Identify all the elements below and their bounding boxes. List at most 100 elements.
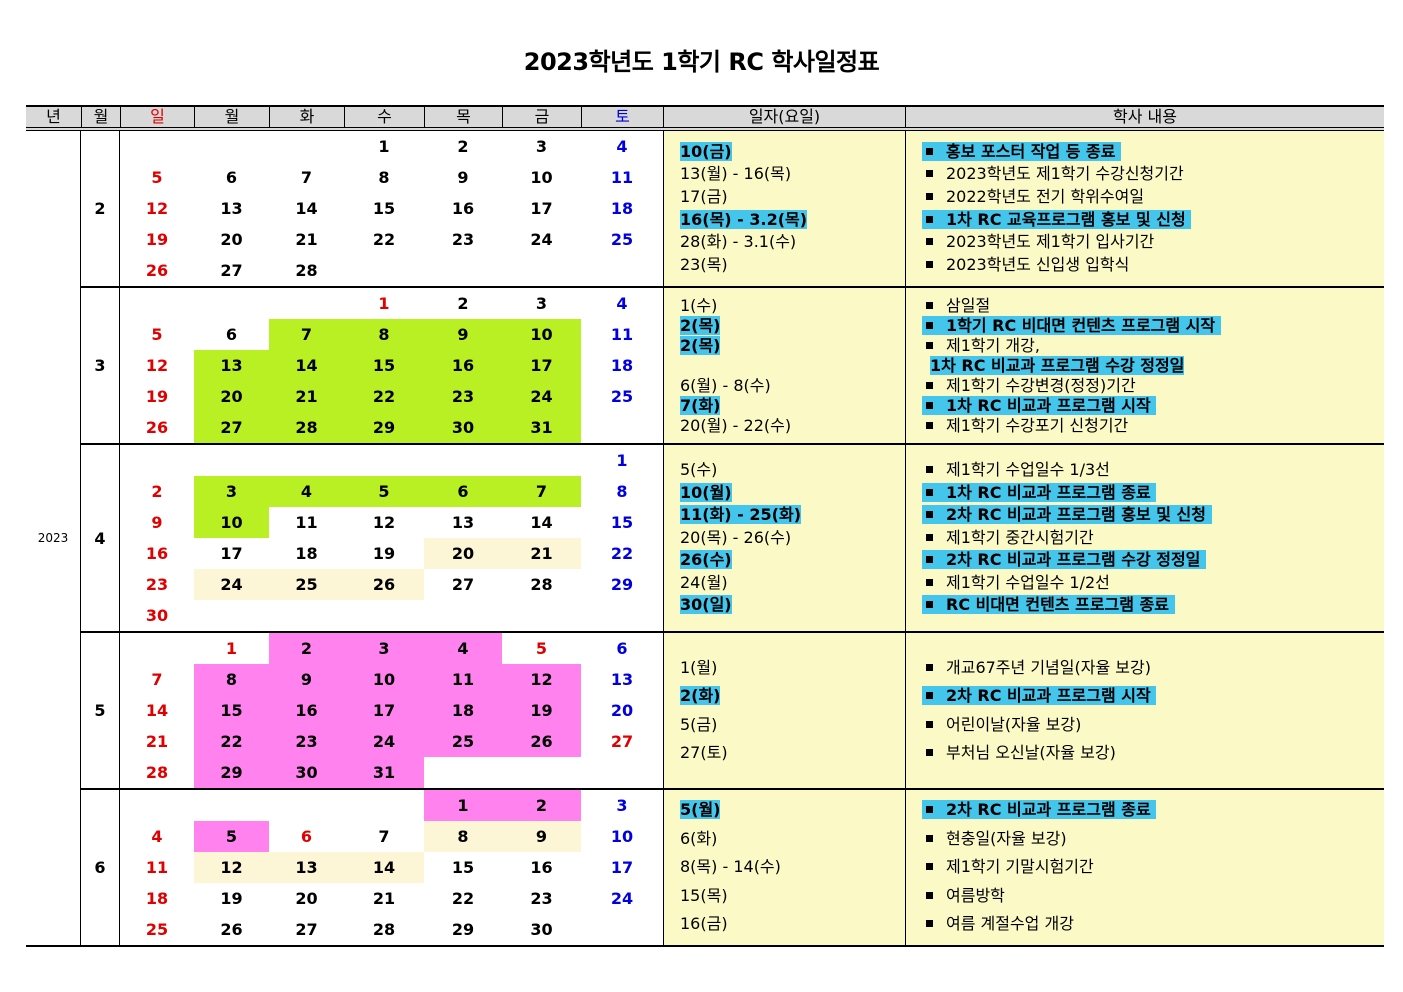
day-cell: 14 bbox=[344, 852, 424, 883]
week-row: 1 2 3 4 bbox=[120, 288, 663, 319]
day-cell: 24 bbox=[344, 726, 424, 757]
event-item: 1차 RC 비교과 프로그램 종료 bbox=[922, 482, 1157, 502]
event-item: 홍보 포스터 작업 등 종료 bbox=[922, 141, 1122, 161]
day-cell: 4 bbox=[269, 476, 344, 507]
event-text: 홍보 포스터 작업 등 종료 bbox=[946, 141, 1116, 161]
day-cell: 1 bbox=[378, 137, 390, 156]
bullet-icon bbox=[926, 488, 933, 496]
bullet-icon bbox=[926, 421, 933, 429]
month-number: 3 bbox=[81, 288, 120, 443]
week-row: 9 10 11 12 13 14 15 bbox=[120, 507, 663, 538]
month-block: 2 1 2 3 4 5 6 7 8 9 10 11 12 13 14 15 16 17 18 19 20 21 22 23 24… bbox=[81, 131, 1384, 288]
day-cell: 7 bbox=[502, 476, 581, 507]
day-cell: 7 bbox=[300, 168, 313, 187]
day-cell: 19 bbox=[145, 230, 169, 249]
event-text: 2023학년도 제1학기 수강신청기간 bbox=[946, 164, 1184, 184]
day-cell: 22 bbox=[610, 544, 634, 563]
day-cell: 5 bbox=[344, 476, 424, 507]
day-cell: 14 bbox=[295, 199, 318, 218]
day-cell: 28 bbox=[295, 261, 318, 280]
day-cell: 30 bbox=[530, 920, 553, 939]
day-cell: 21 bbox=[502, 538, 581, 569]
bullet-icon bbox=[926, 465, 933, 473]
day-cell: 5 bbox=[151, 325, 163, 344]
event-date: 7(화) bbox=[680, 395, 721, 415]
day-cell: 21 bbox=[145, 732, 169, 751]
event-text-cell: 제1학기 수업일수 1/2선 bbox=[906, 572, 1384, 595]
event-date: 13(월) - 16(목) bbox=[680, 164, 792, 184]
day-cell: 15 bbox=[194, 695, 269, 726]
day-cell: 30 bbox=[269, 757, 344, 788]
event-item: 2023학년도 제1학기 수강신청기간 bbox=[922, 164, 1184, 183]
day-cell: 19 bbox=[145, 387, 169, 406]
day-cell: 11 bbox=[145, 858, 169, 877]
month-calendar: 1 2 3 4 5 6 7 8 9 10 11 12 13 14 15 16 17 18 19 20 21 22 23 24 2… bbox=[120, 131, 664, 286]
day-cell: 20 bbox=[194, 381, 269, 412]
day-cell: 25 bbox=[610, 230, 634, 249]
event-date: 10(월) bbox=[680, 482, 732, 502]
month-block: 3 1 2 3 4 5 6 7 8 9 10 11 12 13 14 15 16 17 18 19 20 21 22 23 24… bbox=[81, 288, 1384, 445]
header-year: 년 bbox=[26, 107, 82, 127]
day-cell: 4 bbox=[424, 633, 502, 664]
bullet-icon bbox=[926, 834, 933, 842]
day-cell: 6 bbox=[424, 476, 502, 507]
week-row: 7 8 9 10 11 12 13 bbox=[120, 664, 663, 695]
bullet-icon bbox=[926, 260, 933, 268]
day-cell bbox=[120, 131, 194, 162]
day-cell: 2 bbox=[457, 294, 469, 313]
day-cell: 2 bbox=[269, 633, 344, 664]
day-cell: 14 bbox=[145, 701, 169, 720]
event-date: 5(금) bbox=[680, 714, 718, 734]
week-row: 12 13 14 15 16 17 18 bbox=[120, 193, 663, 224]
day-cell bbox=[269, 131, 344, 162]
day-cell: 3 bbox=[194, 476, 269, 507]
day-cell: 13 bbox=[220, 199, 243, 218]
day-cell: 1 bbox=[378, 294, 390, 313]
day-cell: 27 bbox=[295, 920, 318, 939]
event-date: 1(수) bbox=[680, 295, 718, 315]
event-row: 6(월) - 8(수) 제1학기 수강변경(정정)기간 bbox=[664, 376, 1384, 396]
event-date-cell: 15(목) bbox=[664, 882, 906, 911]
event-text-cell: 2차 RC 비교과 프로그램 종료 bbox=[906, 796, 1384, 825]
day-cell bbox=[502, 445, 581, 476]
day-cell bbox=[194, 445, 269, 476]
event-date-cell: 2(목) bbox=[664, 335, 906, 356]
event-item: 2차 RC 비교과 프로그램 홍보 및 신청 bbox=[922, 505, 1212, 525]
day-cell bbox=[502, 757, 581, 788]
header-content: 학사 내용 bbox=[1113, 107, 1177, 126]
day-cell: 27 bbox=[451, 575, 475, 594]
event-text: 2차 RC 비교과 프로그램 홍보 및 신청 bbox=[946, 505, 1206, 525]
bullet-icon bbox=[926, 511, 933, 519]
event-date: 15(목) bbox=[680, 885, 728, 905]
event-item: 제1학기 수강포기 신청기간 bbox=[922, 416, 1128, 435]
week-row: 18 19 20 21 22 23 24 bbox=[120, 883, 663, 914]
day-cell: 16 bbox=[424, 350, 502, 381]
event-date: 2(목) bbox=[680, 315, 721, 335]
event-date: 5(월) bbox=[680, 800, 721, 820]
day-cell: 17 bbox=[220, 544, 243, 563]
header-thu: 목 bbox=[425, 107, 503, 127]
day-cell: 16 bbox=[145, 544, 169, 563]
event-text-cell: 삼일절 bbox=[906, 296, 1384, 316]
event-item: 2023학년도 신입생 입학식 bbox=[922, 255, 1129, 274]
event-date: 6(화) bbox=[680, 828, 718, 848]
week-row: 12 13 14 15 16 17 18 bbox=[120, 350, 663, 381]
day-cell bbox=[424, 757, 502, 788]
week-row: 26 27 28 29 30 31 bbox=[120, 412, 663, 443]
event-item: 제1학기 기말시험기간 bbox=[922, 857, 1094, 876]
day-cell: 9 bbox=[457, 168, 469, 187]
event-date: 16(목) - 3.2(목) bbox=[680, 209, 808, 229]
event-text: 부처님 오신날(자율 보강) bbox=[946, 743, 1116, 762]
bullet-icon bbox=[926, 301, 933, 309]
event-date: 24(월) bbox=[680, 572, 728, 592]
event-text-cell: 제1학기 수강변경(정정)기간 bbox=[906, 376, 1384, 396]
day-cell: 23 bbox=[269, 726, 344, 757]
day-cell: 8 bbox=[194, 664, 269, 695]
event-item: 제1학기 개강, bbox=[922, 336, 1040, 355]
day-cell: 16 bbox=[530, 858, 553, 877]
event-date-cell: 1(월) bbox=[664, 654, 906, 683]
week-row: 1 2 3 4 bbox=[120, 131, 663, 162]
event-row: 5(금) 어린이날(자율 보강) bbox=[664, 711, 1384, 740]
